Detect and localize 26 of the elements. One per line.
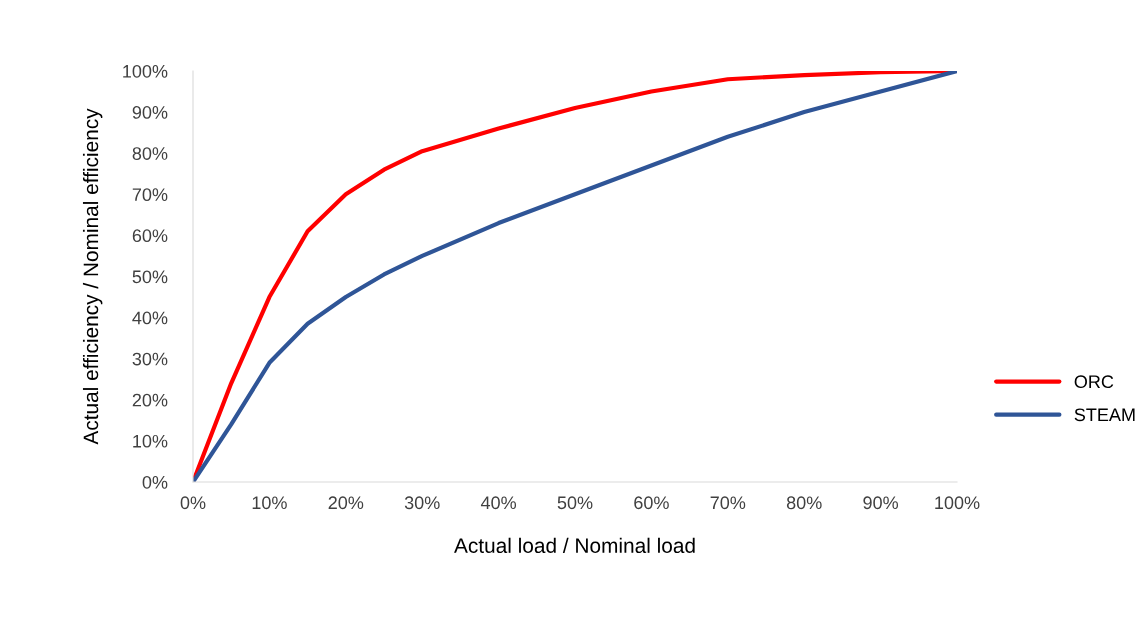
y-tick-label: 20% (132, 393, 168, 407)
x-tick-label: 80% (786, 496, 822, 510)
x-tick-label: 70% (710, 496, 746, 510)
legend-label: ORC (1074, 375, 1114, 389)
x-tick-label: 40% (480, 496, 517, 510)
x-tick-label: 50% (557, 496, 593, 510)
y-tick-label: 30% (132, 352, 168, 366)
y-tick-label: 60% (132, 229, 168, 243)
y-tick-label: 40% (132, 311, 168, 325)
y-tick-label: 50% (132, 270, 168, 284)
x-tick-label: 100% (935, 496, 980, 510)
y-tick-label: 100% (123, 64, 168, 78)
y-tick-label: 70% (132, 188, 168, 202)
legend-label: STEAM (1074, 408, 1135, 422)
x-axis-title: Actual load / Nominal load (454, 537, 695, 554)
y-axis-title: Actual efficiency / Nominal efficiency (82, 108, 103, 445)
x-tick-label: 0% (180, 496, 206, 510)
y-tick-label: 0% (142, 475, 168, 489)
x-tick-label: 30% (404, 496, 440, 510)
x-tick-label: 10% (252, 496, 287, 510)
x-tick-label: 20% (328, 496, 364, 510)
y-tick-label: 90% (132, 106, 168, 119)
y-tick-label: 10% (133, 434, 168, 448)
x-tick-label: 60% (634, 496, 669, 510)
y-tick-label: 80% (132, 147, 168, 160)
x-tick-label: 90% (863, 496, 899, 510)
